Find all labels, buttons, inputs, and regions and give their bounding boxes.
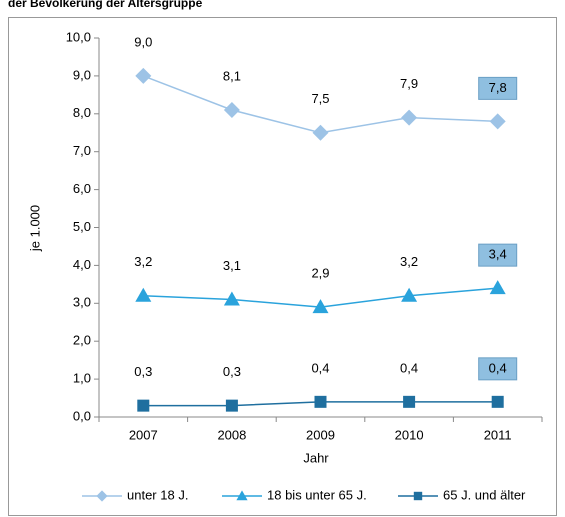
data-label: 9,0 — [134, 34, 152, 49]
data-label: 7,8 — [489, 80, 507, 95]
label-box — [478, 76, 518, 100]
data-label: 7,9 — [400, 76, 418, 91]
label-box — [478, 243, 518, 267]
chart-frame — [8, 17, 557, 516]
y-tick-label: 1,0 — [73, 371, 91, 386]
point — [401, 287, 418, 302]
point — [489, 280, 506, 295]
y-tick-label: 4,0 — [73, 257, 91, 272]
point — [312, 299, 329, 314]
y-tick-label: 9,0 — [73, 67, 91, 82]
data-label: 7,5 — [311, 91, 329, 106]
point — [137, 399, 150, 412]
data-label: 3,2 — [134, 254, 152, 269]
legend-label: 18 bis unter 65 J. — [267, 487, 367, 502]
point — [489, 113, 506, 130]
point — [491, 395, 504, 408]
label-box — [478, 357, 518, 381]
y-tick-label: 0,0 — [73, 408, 91, 423]
y-tick-label: 5,0 — [73, 219, 91, 234]
legend-marker — [96, 490, 108, 502]
legend-label: unter 18 J. — [127, 487, 188, 502]
data-label: 8,1 — [223, 68, 241, 83]
data-label: 0,4 — [400, 360, 418, 375]
x-tick-label: 2009 — [306, 427, 335, 442]
data-label: 3,2 — [400, 254, 418, 269]
point — [314, 395, 327, 408]
x-tick-label: 2010 — [395, 427, 424, 442]
data-label: 0,3 — [223, 364, 241, 379]
point — [403, 395, 416, 408]
point — [223, 291, 240, 306]
y-tick-label: 6,0 — [73, 181, 91, 196]
data-label: 0,4 — [489, 360, 507, 375]
y-axis-label: je 1.000 — [27, 205, 42, 252]
legend-marker — [413, 491, 423, 501]
data-label: 3,1 — [223, 258, 241, 273]
x-tick-label: 2008 — [217, 427, 246, 442]
point — [223, 102, 240, 119]
legend-marker — [236, 490, 248, 501]
y-tick-label: 10,0 — [66, 29, 91, 44]
y-tick-label: 7,0 — [73, 143, 91, 158]
y-tick-label: 2,0 — [73, 333, 91, 348]
data-label: 3,4 — [489, 247, 507, 262]
point — [312, 124, 329, 141]
y-tick-label: 3,0 — [73, 295, 91, 310]
point — [401, 109, 418, 126]
x-tick-label: 2007 — [129, 427, 158, 442]
point — [135, 287, 152, 302]
point — [225, 399, 238, 412]
data-label: 0,4 — [311, 360, 329, 375]
data-label: 0,3 — [134, 364, 152, 379]
data-label: 2,9 — [311, 266, 329, 281]
x-axis-label: Jahr — [303, 450, 329, 465]
point — [135, 67, 152, 84]
chart-title: der Bevölkerung der Altersgruppe — [8, 0, 203, 10]
legend-label: 65 J. und älter — [443, 487, 526, 502]
x-tick-label: 2011 — [484, 427, 512, 442]
y-tick-label: 8,0 — [73, 105, 91, 120]
